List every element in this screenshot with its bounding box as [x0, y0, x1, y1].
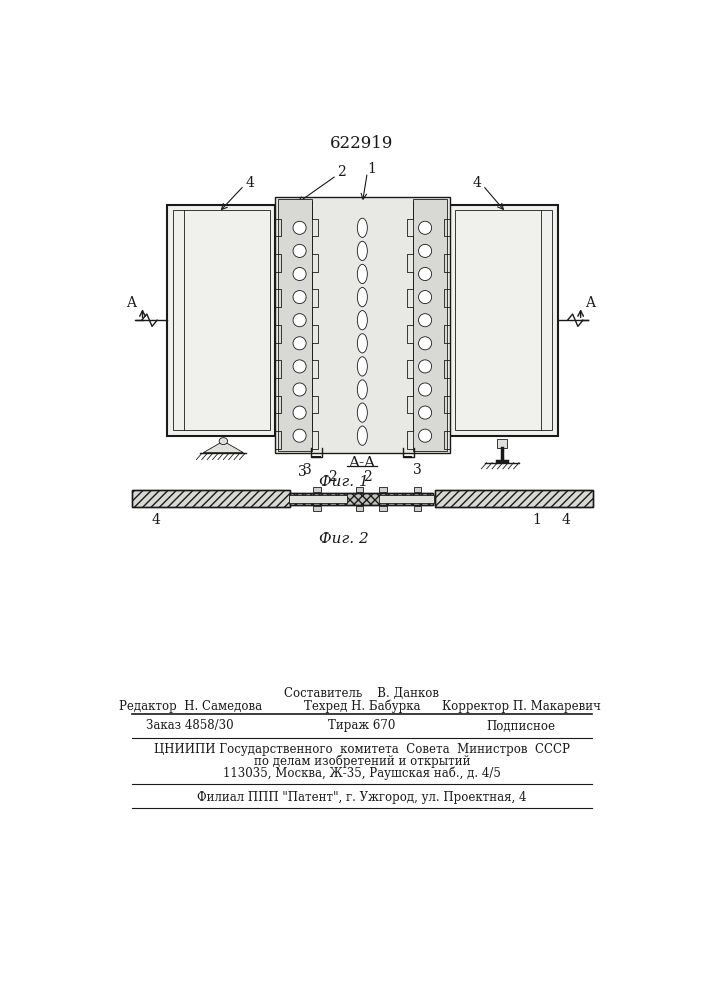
Ellipse shape — [293, 337, 306, 350]
Ellipse shape — [293, 244, 306, 257]
Ellipse shape — [357, 403, 368, 422]
Ellipse shape — [419, 429, 432, 442]
Ellipse shape — [419, 244, 432, 257]
Text: Тираж 670: Тираж 670 — [328, 719, 396, 732]
Ellipse shape — [293, 291, 306, 304]
Ellipse shape — [357, 287, 368, 307]
Bar — [413, 199, 447, 451]
Bar — [278, 199, 312, 451]
Text: 113035, Москва, Ж-35, Раушская наб., д. 4/5: 113035, Москва, Ж-35, Раушская наб., д. … — [223, 766, 501, 780]
Text: Составитель    В. Данков: Составитель В. Данков — [284, 687, 440, 700]
Bar — [291, 493, 433, 505]
Ellipse shape — [419, 314, 432, 327]
Text: 2: 2 — [337, 165, 346, 179]
Text: 2: 2 — [328, 470, 337, 484]
Ellipse shape — [419, 360, 432, 373]
Bar — [455, 210, 552, 430]
Bar — [379, 495, 434, 503]
Bar — [435, 490, 593, 507]
Text: 622919: 622919 — [330, 135, 394, 152]
Ellipse shape — [293, 314, 306, 327]
Text: Техред Н. Бабурка: Техред Н. Бабурка — [304, 700, 420, 713]
Ellipse shape — [357, 426, 368, 445]
Bar — [313, 487, 321, 492]
Text: 1: 1 — [368, 162, 376, 176]
Text: 1: 1 — [532, 513, 541, 527]
Ellipse shape — [293, 360, 306, 373]
Text: 3: 3 — [413, 463, 422, 477]
Text: 2: 2 — [363, 470, 372, 484]
Bar — [356, 506, 363, 511]
Ellipse shape — [219, 438, 228, 445]
Bar — [414, 487, 421, 492]
Bar — [167, 205, 275, 436]
Text: Редактор  Н. Самедова: Редактор Н. Самедова — [119, 700, 262, 713]
Text: A: A — [585, 296, 595, 310]
Ellipse shape — [293, 383, 306, 396]
Bar — [132, 490, 291, 507]
Text: 4: 4 — [151, 513, 160, 527]
Ellipse shape — [419, 337, 432, 350]
Text: Фиг. 2: Фиг. 2 — [320, 532, 369, 546]
Bar — [275, 197, 450, 453]
Text: по делам изобретений и открытий: по делам изобретений и открытий — [254, 755, 470, 768]
Ellipse shape — [419, 267, 432, 281]
Bar — [435, 490, 593, 507]
Bar — [173, 210, 269, 430]
Ellipse shape — [357, 264, 368, 284]
Text: Корректор П. Макаревич: Корректор П. Макаревич — [442, 700, 601, 713]
Ellipse shape — [293, 406, 306, 419]
Ellipse shape — [293, 429, 306, 442]
Bar — [356, 487, 363, 492]
Text: 4: 4 — [245, 176, 254, 190]
Text: Филиал ППП "Патент", г. Ужгород, ул. Проектная, 4: Филиал ППП "Патент", г. Ужгород, ул. Про… — [197, 791, 527, 804]
Bar — [497, 439, 508, 448]
Ellipse shape — [293, 221, 306, 234]
Bar — [313, 506, 321, 511]
Text: Подписное: Подписное — [487, 719, 556, 732]
Ellipse shape — [419, 383, 432, 396]
Ellipse shape — [357, 380, 368, 399]
Ellipse shape — [293, 267, 306, 281]
Ellipse shape — [357, 311, 368, 330]
Bar — [288, 495, 346, 503]
Ellipse shape — [357, 241, 368, 261]
Ellipse shape — [419, 406, 432, 419]
Text: ЦНИИПИ Государственного  комитета  Совета  Министров  СССР: ЦНИИПИ Государственного комитета Совета … — [154, 743, 570, 756]
Text: A: A — [126, 296, 136, 310]
Text: 4: 4 — [473, 176, 482, 190]
Bar — [291, 493, 433, 505]
Bar — [132, 490, 291, 507]
Text: Заказ 4858/30: Заказ 4858/30 — [146, 719, 234, 732]
Bar — [379, 506, 387, 511]
Bar — [414, 506, 421, 511]
Text: 4: 4 — [561, 513, 571, 527]
Polygon shape — [204, 441, 243, 453]
Text: 3: 3 — [298, 465, 306, 479]
Text: Фиг. 1: Фиг. 1 — [320, 475, 369, 489]
Ellipse shape — [419, 221, 432, 234]
Ellipse shape — [357, 334, 368, 353]
Bar — [379, 487, 387, 492]
Text: A-A: A-A — [349, 456, 375, 470]
Ellipse shape — [419, 291, 432, 304]
Ellipse shape — [357, 218, 368, 237]
Bar — [450, 205, 558, 436]
Ellipse shape — [357, 357, 368, 376]
Text: 3: 3 — [303, 463, 312, 477]
